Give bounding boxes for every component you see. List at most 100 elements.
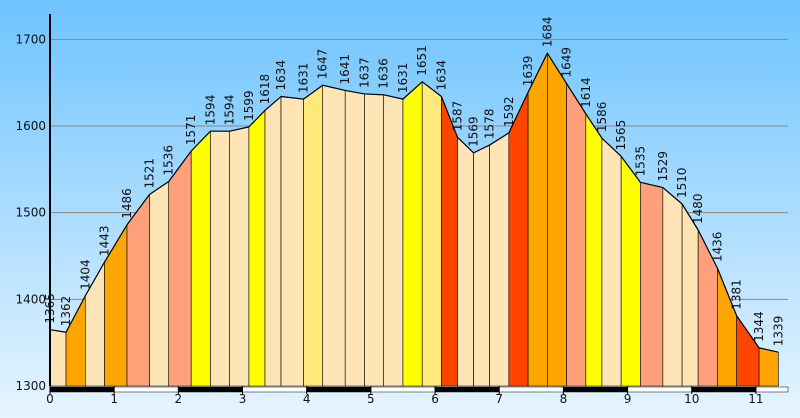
elevation-segment: [383, 94, 404, 387]
x-tick-label-9: 9: [624, 392, 632, 406]
y-tick-label-1500: 1500: [15, 206, 46, 220]
elevation-segment: [620, 155, 641, 387]
elevation-outline: [49, 52, 779, 353]
elevation-segment: [508, 92, 529, 387]
data-label-1486: 1486: [120, 188, 134, 219]
x-tick-label-4: 4: [303, 392, 311, 406]
elevation-segment: [248, 109, 266, 387]
data-label-1647: 1647: [316, 49, 330, 80]
elevation-segment: [547, 52, 567, 387]
y-tick-label-1600: 1600: [15, 119, 46, 133]
km-band-segment: [49, 386, 115, 393]
elevation-segment: [210, 130, 230, 387]
elevation-segment: [601, 137, 622, 387]
data-label-1651: 1651: [415, 45, 429, 76]
x-tick-label-6: 6: [431, 392, 439, 406]
data-label-1634: 1634: [434, 60, 448, 91]
data-label-1631: 1631: [296, 63, 310, 94]
x-tick-label-5: 5: [367, 392, 375, 406]
y-tick-labels: 1300 1400 1500 1600 1700: [15, 32, 46, 393]
data-label-1592: 1592: [502, 96, 516, 127]
data-label-1510: 1510: [675, 167, 689, 198]
elevation-segment: [421, 81, 442, 387]
x-tick-label-10: 10: [684, 392, 699, 406]
elevation-segment: [168, 150, 192, 387]
elevation-segment: [457, 136, 474, 387]
data-label-1578: 1578: [483, 109, 497, 140]
data-label-1587: 1587: [451, 101, 465, 132]
elevation-segment: [681, 202, 699, 387]
elevation-segment: [364, 93, 385, 387]
elevation-segment: [190, 130, 211, 387]
km-band-segment: [434, 386, 500, 393]
data-label-1362: 1362: [59, 296, 73, 327]
data-label-1436: 1436: [710, 232, 724, 263]
x-tick-label-1: 1: [110, 392, 118, 406]
x-tick-label-8: 8: [560, 392, 568, 406]
data-label-1631: 1631: [396, 63, 410, 94]
y-tick-label-1700: 1700: [15, 32, 46, 46]
data-label-1586: 1586: [595, 102, 609, 133]
data-label-1339: 1339: [771, 316, 785, 347]
elevation-segment: [662, 186, 683, 387]
data-label-1565: 1565: [614, 120, 628, 151]
data-label-1571: 1571: [184, 115, 198, 146]
data-label-1365: 1365: [43, 293, 57, 324]
elevation-line: [49, 52, 779, 353]
data-label-1684: 1684: [540, 17, 554, 48]
x-tick-label-3: 3: [239, 392, 247, 406]
x-tick-label-2: 2: [175, 392, 183, 406]
km-band-segment: [306, 386, 372, 393]
elevation-area: [49, 52, 779, 387]
elevation-segment: [149, 180, 170, 387]
x-tick-label-0: 0: [46, 392, 54, 406]
elevation-segment: [758, 347, 779, 387]
data-label-1381: 1381: [730, 279, 744, 310]
data-label-1599: 1599: [242, 90, 256, 121]
elevation-segment: [303, 84, 324, 387]
elevation-segment: [585, 112, 603, 387]
km-band-segment: [242, 386, 307, 393]
data-label-1594: 1594: [203, 95, 217, 126]
data-label-1404: 1404: [78, 259, 92, 290]
elevation-segment: [527, 53, 548, 387]
x-tick-label-11: 11: [748, 392, 763, 406]
elevation-segment: [126, 193, 150, 387]
elevation-segment: [344, 90, 365, 387]
data-labels: 1365 1362 1404 1443 1486 1521 1536 1571 1594 1594…: [43, 17, 785, 347]
elevation-segment: [49, 329, 67, 387]
x-tick-labels: 0 1 2 3 4 5 6 7 8 9 10 11: [46, 392, 763, 406]
elevation-segment: [280, 96, 304, 387]
data-label-1637: 1637: [357, 57, 371, 88]
km-band-segment: [498, 386, 564, 393]
axes: [49, 14, 789, 394]
data-label-1634: 1634: [274, 60, 288, 91]
elevation-segment: [402, 81, 423, 387]
data-label-1649: 1649: [560, 47, 574, 78]
elevation-segment: [264, 95, 282, 387]
data-label-1569: 1569: [467, 116, 481, 147]
km-band-segment: [370, 386, 436, 393]
data-label-1529: 1529: [656, 151, 670, 182]
data-label-1636: 1636: [377, 58, 391, 89]
km-band-segment: [178, 386, 243, 393]
data-label-1594: 1594: [223, 95, 237, 126]
data-label-1614: 1614: [579, 77, 593, 108]
data-label-1641: 1641: [338, 54, 352, 85]
elevation-segment: [473, 144, 490, 387]
elevation-segment: [229, 126, 250, 387]
km-band-segment: [113, 386, 179, 393]
data-label-1639: 1639: [521, 56, 535, 87]
y-tick-label-1300: 1300: [15, 379, 46, 393]
km-band-segment: [691, 386, 757, 393]
data-label-1618: 1618: [258, 74, 272, 105]
y-tick-label-1400: 1400: [15, 292, 46, 306]
elevation-segment: [640, 181, 664, 387]
data-label-1535: 1535: [633, 146, 647, 177]
data-label-1480: 1480: [691, 193, 705, 224]
data-label-1536: 1536: [162, 145, 176, 176]
x-tick-label-7: 7: [495, 392, 503, 406]
data-label-1443: 1443: [98, 226, 112, 257]
